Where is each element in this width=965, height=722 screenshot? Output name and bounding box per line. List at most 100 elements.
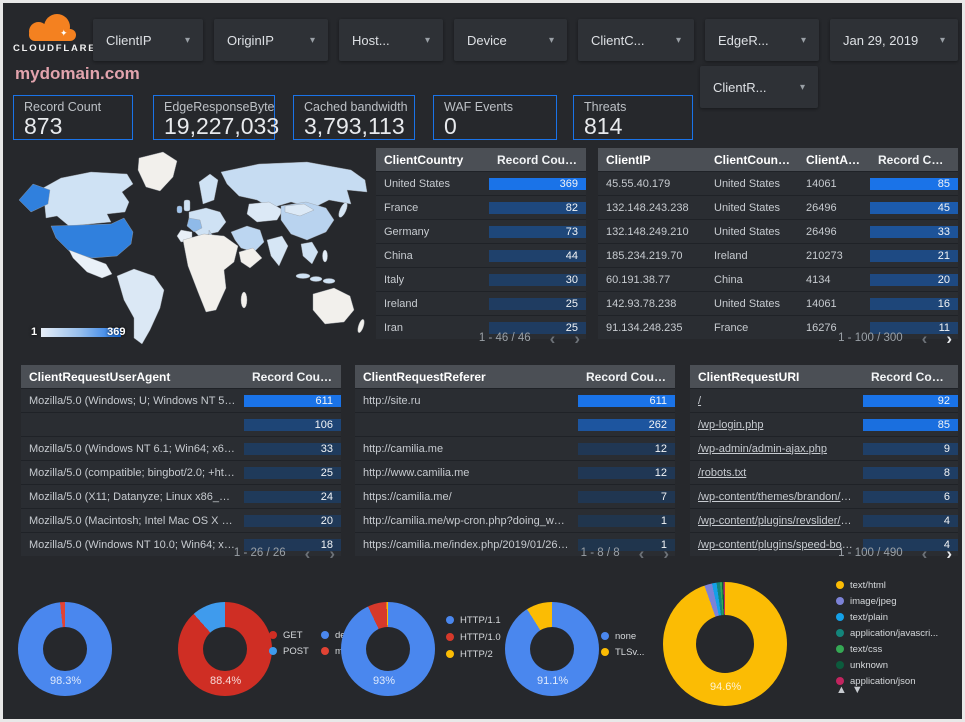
table-row: Mozilla/5.0 (Windows NT 10.0; Win64; x64… (21, 532, 341, 556)
filter-chip-host[interactable]: Host... ▾ (339, 19, 443, 61)
scorecard-value: 814 (584, 113, 623, 139)
pagination-next-icon[interactable]: › (946, 543, 952, 563)
table-row: 45.55.40.179 United States 14061 85 (598, 171, 958, 195)
column-header-record-count[interactable]: Record Count▼ (489, 153, 586, 167)
column-header-record-count[interactable]: Record Count▼ (578, 370, 675, 384)
scorecard-label: Cached bandwidth (304, 100, 408, 114)
table-row: /robots.txt 8 (690, 460, 958, 484)
column-header-clientrequestreferer[interactable]: ClientRequestReferer (363, 369, 486, 384)
legend-label: application/json (850, 676, 916, 687)
table-row: http://camilia.me/wp-cron.php?doing_wp_c… (355, 508, 675, 532)
pagination-next-icon[interactable]: › (663, 543, 669, 563)
table-ua: ClientRequestUserAgent Record Count▼ Mozil… (21, 365, 341, 563)
column-header-clientrequesturi[interactable]: ClientRequestURI (698, 369, 800, 384)
scorecard-value: 873 (24, 113, 63, 139)
column-header-clientasn[interactable]: ClientASN (806, 152, 865, 167)
legend-label: unknown (850, 660, 889, 671)
pagination-prev-icon[interactable]: ‹ (304, 543, 311, 563)
data-cell: United States (714, 297, 781, 310)
pagination-prev-icon[interactable]: ‹ (921, 328, 928, 348)
data-cell: Mozilla/5.0 (Macintosh; Intel Mac OS X 1… (29, 514, 244, 527)
filter-chip-clientip[interactable]: ClientIP ▾ (93, 19, 203, 61)
legend-http-method: GET POST (269, 630, 309, 662)
map-color-legend: 1 369 (31, 326, 125, 338)
table-row: /wp-login.php 85 (690, 412, 958, 436)
filter-chip-label: OriginIP (227, 32, 274, 48)
donut-hole (530, 627, 574, 671)
filter-chip-clientcountry[interactable]: ClientC... ▾ (578, 19, 694, 61)
pagination: 1 - 8 / 8 ‹ › (581, 543, 669, 563)
donut-tls-version[interactable] (505, 602, 599, 696)
data-cell[interactable]: /robots.txt (698, 466, 747, 479)
pagination-prev-icon[interactable]: ‹ (638, 543, 645, 563)
donut-percent-label: 91.1% (537, 674, 569, 687)
record-count-cell: 24 (244, 490, 341, 503)
data-cell: 91.134.248.235 (606, 321, 683, 334)
filter-chip-date-range[interactable]: Jan 29, 2019 ▾ (830, 19, 958, 61)
pagination-next-icon[interactable]: › (574, 328, 580, 348)
column-header-clientrequestuseragent[interactable]: ClientRequestUserAgent (29, 369, 171, 384)
legend-item: POST (269, 646, 309, 657)
donut-device-type[interactable] (18, 602, 112, 696)
world-map[interactable] (13, 148, 373, 348)
filter-chip-label: Host... (352, 32, 390, 48)
legend-label: text/css (850, 644, 883, 655)
data-cell: Ireland (714, 249, 748, 262)
chevron-down-icon: ▾ (309, 34, 315, 46)
table-row: Mozilla/5.0 (X11; Datanyze; Linux x86_64… (21, 484, 341, 508)
pagination-prev-icon[interactable]: ‹ (921, 543, 928, 563)
column-header-clientip[interactable]: ClientIP (606, 152, 651, 167)
filter-chip-clientrequest[interactable]: ClientR... ▾ (700, 66, 818, 108)
data-cell: 14061 (806, 297, 837, 310)
donut-hole (203, 627, 247, 671)
legend-color-dot (836, 613, 844, 621)
filter-chip-originip[interactable]: OriginIP ▾ (214, 19, 328, 61)
data-cell[interactable]: /wp-content/plugins/speed-booste... (698, 538, 863, 551)
table-row: 60.191.38.77 China 4134 20 (598, 267, 958, 291)
column-header-record-count[interactable]: Record Count▼ (863, 370, 958, 384)
pagination-prev-icon[interactable]: ‹ (549, 328, 556, 348)
donut-http-method[interactable] (178, 602, 272, 696)
table-row: Italy 30 (376, 267, 586, 291)
legend-scroll-down-icon[interactable]: ▼ (851, 684, 863, 696)
legend-scroll-arrows[interactable]: ▲ ▼ (836, 684, 868, 696)
pagination-next-icon[interactable]: › (946, 328, 952, 348)
record-count-cell: 21 (870, 249, 958, 262)
scorecard-edgeresponsebytes: EdgeResponseBytes 19,227,033 (153, 95, 279, 140)
legend-http-protocol: HTTP/​1.1 HTTP/​1.0 HTTP/​2 (446, 615, 501, 666)
scorecard-record-count: Record Count 873 (13, 95, 133, 140)
column-header-record-count[interactable]: Record Count▼ (244, 370, 341, 384)
chevron-down-icon: ▾ (548, 34, 554, 46)
data-cell: https://camilia.me/ (363, 490, 452, 503)
filter-chip-label: Device (467, 32, 507, 48)
legend-item: HTTP/​2 (446, 649, 501, 661)
legend-scroll-up-icon[interactable]: ▲ (836, 684, 847, 696)
table-header-row: ClientRequestReferer Record Count▼ (355, 365, 675, 388)
filter-chip-device[interactable]: Device ▾ (454, 19, 567, 61)
column-header-clientcountry[interactable]: ClientCountry (384, 152, 464, 167)
legend-label: HTTP/​1.1 (460, 615, 501, 626)
data-cell[interactable]: /wp-admin/admin-ajax.php (698, 442, 828, 455)
donut-http-protocol[interactable] (341, 602, 435, 696)
donut-content-type[interactable] (663, 582, 787, 706)
chevron-down-icon: ▾ (939, 34, 945, 46)
data-cell: 132.148.243.238 (606, 201, 689, 214)
column-header-clientcountry[interactable]: ClientCountry (714, 152, 794, 167)
legend-label: text/plain (850, 612, 889, 623)
data-cell[interactable]: / (698, 394, 702, 407)
data-cell[interactable]: /wp-content/themes/brandon/plu... (698, 490, 863, 503)
table-row: /wp-content/plugins/speed-booste... 4 (690, 532, 958, 556)
legend-label: image/jpeg (850, 596, 897, 607)
data-cell[interactable]: /wp-login.php (698, 418, 764, 431)
table-row: Mozilla/5.0 (Windows NT 6.1; Win64; x64;… (21, 436, 341, 460)
column-header-record-count[interactable]: Record Count▼ (878, 152, 958, 167)
filter-chip-label: ClientC... (591, 32, 645, 48)
data-cell: http://site.ru (363, 394, 421, 407)
filter-chip-edgeresponse[interactable]: EdgeR... ▾ (705, 19, 819, 61)
chevron-down-icon: ▾ (675, 34, 681, 46)
pagination-next-icon[interactable]: › (329, 543, 335, 563)
data-cell[interactable]: /wp-content/plugins/revslider/rs-p... (698, 514, 863, 527)
legend-label: none (615, 631, 637, 642)
data-cell: France (384, 201, 419, 214)
